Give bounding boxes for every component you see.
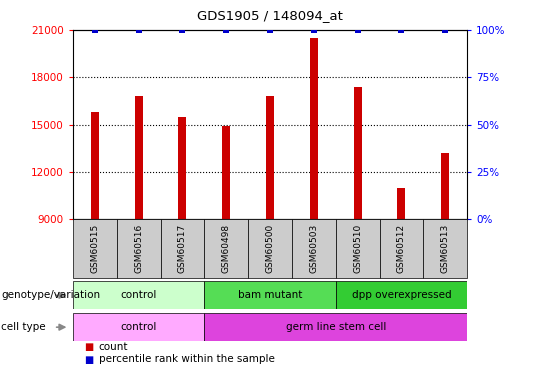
Text: ■: ■: [84, 354, 93, 364]
Bar: [336, 219, 380, 278]
Bar: [336, 281, 467, 309]
Text: GSM60498: GSM60498: [222, 224, 231, 273]
Text: cell type: cell type: [1, 322, 46, 332]
Bar: [310, 38, 318, 219]
Text: GSM60503: GSM60503: [309, 224, 318, 273]
Bar: [117, 219, 160, 278]
Bar: [73, 313, 204, 341]
Text: GSM60517: GSM60517: [178, 224, 187, 273]
Bar: [292, 219, 336, 278]
Text: percentile rank within the sample: percentile rank within the sample: [99, 354, 275, 364]
Text: germ line stem cell: germ line stem cell: [286, 322, 386, 332]
Bar: [73, 281, 204, 309]
Text: GDS1905 / 148094_at: GDS1905 / 148094_at: [197, 9, 343, 22]
Text: genotype/variation: genotype/variation: [1, 290, 100, 300]
Text: control: control: [120, 322, 157, 332]
Bar: [204, 219, 248, 278]
Text: GSM60516: GSM60516: [134, 224, 143, 273]
Bar: [354, 87, 362, 219]
Text: GSM60510: GSM60510: [353, 224, 362, 273]
Text: count: count: [99, 342, 129, 352]
Bar: [160, 219, 204, 278]
Bar: [441, 153, 449, 219]
Bar: [204, 281, 336, 309]
Bar: [91, 112, 99, 219]
Bar: [204, 313, 467, 341]
Bar: [248, 219, 292, 278]
Bar: [266, 96, 274, 219]
Bar: [178, 117, 186, 219]
Text: GSM60500: GSM60500: [266, 224, 274, 273]
Text: dpp overexpressed: dpp overexpressed: [352, 290, 451, 300]
Bar: [222, 126, 230, 219]
Text: control: control: [120, 290, 157, 300]
Text: GSM60513: GSM60513: [441, 224, 450, 273]
Bar: [423, 219, 467, 278]
Text: GSM60515: GSM60515: [90, 224, 99, 273]
Bar: [397, 188, 406, 219]
Bar: [134, 96, 143, 219]
Bar: [380, 219, 423, 278]
Text: bam mutant: bam mutant: [238, 290, 302, 300]
Text: ■: ■: [84, 342, 93, 352]
Bar: [73, 219, 117, 278]
Text: GSM60512: GSM60512: [397, 224, 406, 273]
